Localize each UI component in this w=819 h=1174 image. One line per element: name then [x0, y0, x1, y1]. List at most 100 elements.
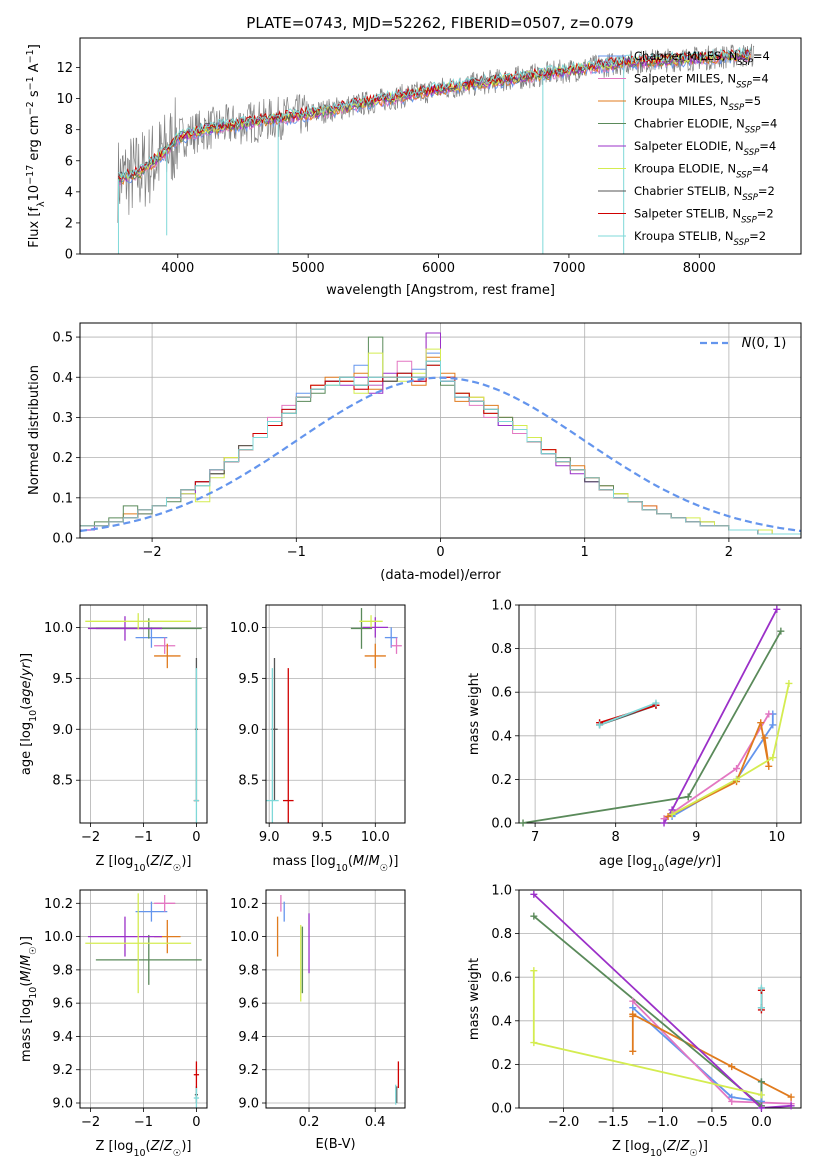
- weight-marker: [765, 710, 773, 718]
- x-tick-label: −1: [134, 830, 153, 845]
- legend-sub: SSP: [737, 58, 753, 68]
- panel-residuals: −2 −1 0 1 2 0.0 0.1 0.2 0.3 0.4 0.5 N(0, 1) (data-mo…: [27, 322, 802, 583]
- label-part: /: [364, 854, 369, 869]
- label-part: M: [19, 970, 34, 981]
- label-part: s: [27, 90, 42, 101]
- weight-marker: [761, 734, 769, 742]
- label-part: Z [log: [612, 1139, 650, 1154]
- y-axis-label: mass weight: [467, 673, 482, 755]
- weight-marker: [664, 812, 672, 820]
- legend-tail: =4: [753, 49, 770, 63]
- x-tick-label: 10: [769, 830, 786, 845]
- x-tick-label: 0: [192, 830, 200, 845]
- legend-sub: SSP: [734, 238, 750, 248]
- legend-tail: =4: [752, 162, 769, 176]
- y-tick-label: 8: [65, 123, 73, 138]
- legend-label: Salpeter ELODIE, NSSP=4: [634, 139, 776, 158]
- weight-marker: [728, 1063, 736, 1071]
- weight-marker: [530, 1039, 538, 1047]
- weight-marker: [596, 721, 604, 729]
- x-tick-label: 7000: [552, 261, 585, 276]
- weight-marker: [733, 775, 741, 783]
- weight-marker: [728, 1097, 736, 1105]
- label-part: 10: [650, 1148, 662, 1159]
- plot-area-weight-vs-age: [519, 605, 801, 823]
- weight-line-chabrier-elodie: [522, 630, 782, 823]
- legend-sub: SSP: [741, 216, 757, 226]
- y-tick-label: 9.2: [52, 1063, 73, 1078]
- legend-sub: SSP: [736, 81, 752, 91]
- legend-tail: =2: [757, 207, 774, 221]
- y-tick-label: 10: [56, 92, 73, 107]
- legend-text: Chabrier MILES, N: [634, 49, 737, 63]
- y-tick-label: 0.4: [491, 729, 512, 744]
- label-part: (: [19, 982, 34, 987]
- panel-mass-vs-Z: −2 −1 09.09.29.49.69.810.010.2Z [log10(Z/Z…: [19, 889, 208, 1159]
- y-tick-label: 0.2: [491, 773, 512, 788]
- x-tick-label: 5000: [292, 261, 325, 276]
- label-part: )]: [19, 936, 34, 946]
- label-part: erg cm: [27, 115, 42, 164]
- legend-label: Kroupa ELODIE, NSSP=4: [634, 162, 769, 181]
- y-tick-label: 0.4: [52, 371, 73, 386]
- legend-tail: =2: [758, 184, 775, 198]
- panel-weight-vs-Z: −2.0 −1.5 −1.0 −0.5 0.0 0.0 0.2 0.4 0.6 0.8 1.0 Z […: [467, 884, 802, 1159]
- x-tick-label: −1.0: [647, 1115, 679, 1130]
- label-part: ☉: [689, 1148, 698, 1159]
- legend-label: Salpeter MILES, NSSP=4: [634, 72, 769, 91]
- legend-tail: =4: [752, 72, 769, 86]
- label-part: 10: [336, 863, 348, 874]
- label-part: −1: [25, 76, 36, 90]
- x-tick-label: 0.2: [299, 1115, 320, 1130]
- weight-marker: [668, 810, 676, 818]
- weight-marker: [769, 754, 777, 762]
- label-part: mass [log: [273, 854, 336, 869]
- legend-label: N(0, 1): [742, 336, 787, 351]
- y-tick-label: 9.5: [52, 672, 73, 687]
- y-tick-label: 0.0: [491, 817, 512, 832]
- legend-sub: SSP: [729, 103, 745, 113]
- y-tick-label: 8.5: [52, 774, 73, 789]
- weight-marker: [629, 1047, 637, 1055]
- weight-line-kroupa-elodie: [671, 683, 790, 816]
- plot-area-weight-vs-Z: [519, 890, 801, 1108]
- label-part: 10: [133, 863, 145, 874]
- label-part: /: [694, 854, 699, 869]
- weight-marker: [757, 1078, 765, 1086]
- model-spectrum-chabrier-stelib: [118, 49, 751, 181]
- x-tick-label: 0.0: [751, 1115, 772, 1130]
- weight-marker: [757, 719, 765, 727]
- y-tick-label: 9.6: [238, 997, 259, 1012]
- label-part: Z: [679, 1139, 690, 1154]
- y-tick-label: 9.8: [238, 963, 259, 978]
- weight-marker: [660, 819, 668, 827]
- x-axis-label: (data-model)/error: [380, 568, 501, 583]
- x-tick-label: −2: [143, 545, 162, 560]
- weight-marker: [765, 762, 773, 770]
- plot-area-spectrum: [117, 43, 755, 254]
- plot-area-age-vs-Z: [80, 605, 207, 823]
- label-part: )]: [711, 854, 721, 869]
- weight-line-kroupa-stelib: [599, 702, 657, 726]
- y-axis-label: Normed distribution: [27, 365, 42, 495]
- label-part: ☉: [380, 863, 389, 874]
- legend-label: Chabrier STELIB, NSSP=2: [634, 184, 775, 203]
- weight-marker: [530, 890, 538, 898]
- y-tick-label: 0.8: [491, 642, 512, 657]
- legend-text: Salpeter ELODIE, N: [634, 139, 744, 153]
- label-part: (: [664, 854, 669, 869]
- x-tick-label: 10.0: [361, 830, 390, 845]
- weight-marker: [757, 1004, 765, 1012]
- x-tick-label: 9.5: [312, 830, 333, 845]
- weight-line-salpeter-elodie: [533, 893, 792, 1108]
- panel-age-vs-Z: −2 −1 08.59.09.510.0Z [log10(Z/Z☉)]age [lo…: [19, 604, 208, 874]
- label-part: )]: [181, 854, 191, 869]
- y-axis-label: age [log10(age/yr)]: [19, 653, 39, 775]
- axes-frame: [265, 604, 406, 824]
- x-tick-label: −1: [287, 545, 306, 560]
- plot-area-age-vs-mass: [266, 605, 405, 823]
- y-tick-label: 6: [65, 154, 73, 169]
- x-tick-label: 6000: [422, 261, 455, 276]
- label-part: age [log: [19, 722, 34, 775]
- x-axis-label: Z [log10(Z/Z☉)]: [612, 1139, 708, 1159]
